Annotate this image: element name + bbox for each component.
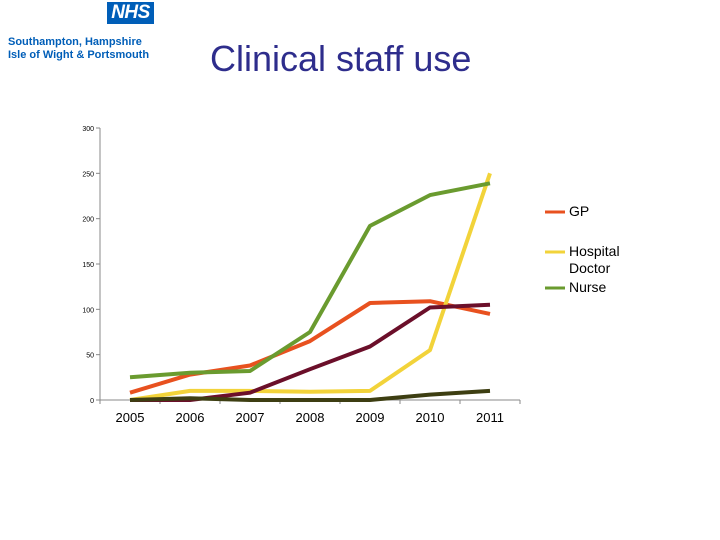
organisation-name-line-1: Southampton, Hampshire (8, 36, 142, 48)
y-tick-label: 250 (82, 171, 94, 178)
legend-label: Hospital Doctor (569, 243, 620, 276)
series-line-2 (129, 181, 491, 380)
y-tick-label: 100 (82, 307, 94, 314)
y-tick-label: 300 (82, 126, 94, 133)
chart-legend: GP Hospital Doctor Nurse (545, 203, 620, 295)
x-tick-label: 2009 (356, 410, 385, 425)
x-tick-label: 2007 (236, 410, 265, 425)
nhs-logo: NHS (107, 2, 154, 24)
legend-label: GP (569, 203, 589, 219)
x-tick-label: 2008 (296, 410, 325, 425)
series-line-0 (129, 299, 491, 395)
series-line-3 (130, 302, 491, 402)
y-tick-label: 150 (82, 262, 94, 269)
chart-series (129, 172, 492, 402)
x-tick-label: 2005 (116, 410, 145, 425)
y-tick-label: 50 (86, 353, 94, 360)
series-line-4 (129, 388, 491, 402)
slide-title: Clinical staff use (210, 38, 472, 79)
y-tick-label: 200 (82, 217, 94, 224)
y-tick-label: 0 (90, 398, 94, 405)
legend-label: Nurse (569, 279, 607, 295)
x-tick-label: 2010 (416, 410, 445, 425)
x-tick-label: 2011 (476, 410, 504, 425)
x-tick-label: 2006 (176, 410, 205, 425)
series-line-1 (129, 172, 492, 402)
organisation-name-line-2: Isle of Wight & Portsmouth (8, 49, 150, 61)
nhs-logo-text: NHS (111, 2, 150, 23)
